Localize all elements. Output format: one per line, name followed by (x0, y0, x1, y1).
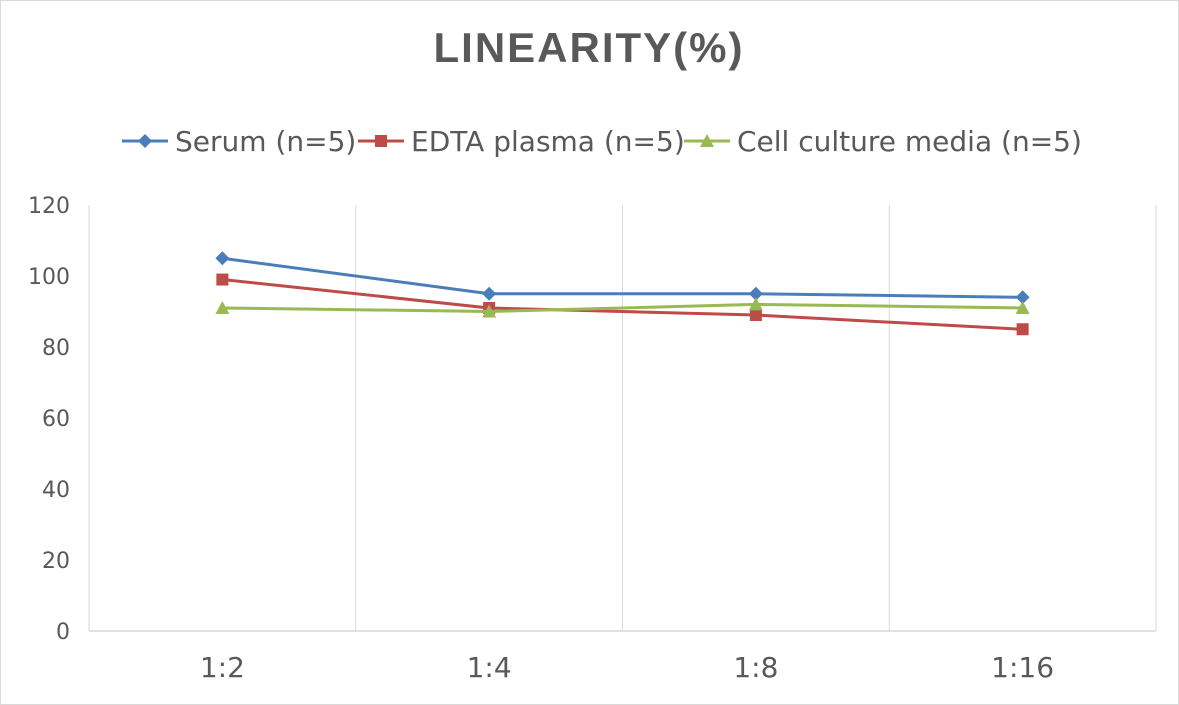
y-tick-label: 0 (56, 620, 70, 645)
series-group (215, 251, 1030, 336)
y-tick-label: 80 (42, 336, 70, 361)
data-point-marker (215, 251, 230, 266)
y-tick-label: 20 (42, 549, 70, 574)
legend: Serum (n=5) EDTA plasma (n=5) Cell culture… (122, 125, 1082, 158)
x-tick-label: 1:4 (467, 651, 512, 684)
data-point-marker (1016, 323, 1029, 336)
data-point-marker (748, 286, 763, 301)
series-line (222, 302, 1023, 313)
data-point-marker (482, 286, 497, 301)
y-tick-label: 60 (42, 407, 70, 432)
y-tick-label: 40 (42, 478, 70, 503)
y-tick-label: 100 (28, 265, 70, 290)
legend-label: Cell culture media (n=5) (737, 125, 1082, 158)
legend-item: Serum (n=5) (122, 125, 356, 158)
legend-label: EDTA plasma (n=5) (411, 125, 685, 158)
data-point-marker (1015, 300, 1030, 314)
data-point-marker (482, 304, 497, 318)
y-axis-ticks: 0 20 40 60 80 100 120 (28, 194, 70, 645)
data-point-marker (1015, 290, 1030, 305)
series-triangle (215, 297, 1030, 318)
plot-grid (88, 205, 1157, 632)
x-tick-label: 1:8 (733, 651, 778, 684)
series-line (222, 278, 1023, 331)
chart-title: LINEARITY(%) (434, 24, 745, 71)
data-point-marker (216, 273, 229, 286)
x-tick-label: 1:2 (200, 651, 245, 684)
data-point-marker (375, 135, 387, 147)
y-tick-label: 120 (28, 194, 70, 219)
data-point-marker (749, 309, 762, 322)
data-point-marker (748, 297, 763, 311)
x-tick-label: 1:16 (991, 651, 1054, 684)
legend-item: Cell culture media (n=5) (684, 125, 1082, 158)
data-point-marker (138, 134, 152, 148)
series-line (222, 256, 1023, 299)
data-point-marker (700, 134, 714, 147)
series-diamond (215, 251, 1030, 305)
legend-label: Serum (n=5) (175, 125, 356, 158)
legend-item: EDTA plasma (n=5) (358, 125, 685, 158)
x-axis-ticks: 1:2 1:4 1:8 1:16 (200, 651, 1054, 684)
data-point-marker (215, 300, 230, 314)
